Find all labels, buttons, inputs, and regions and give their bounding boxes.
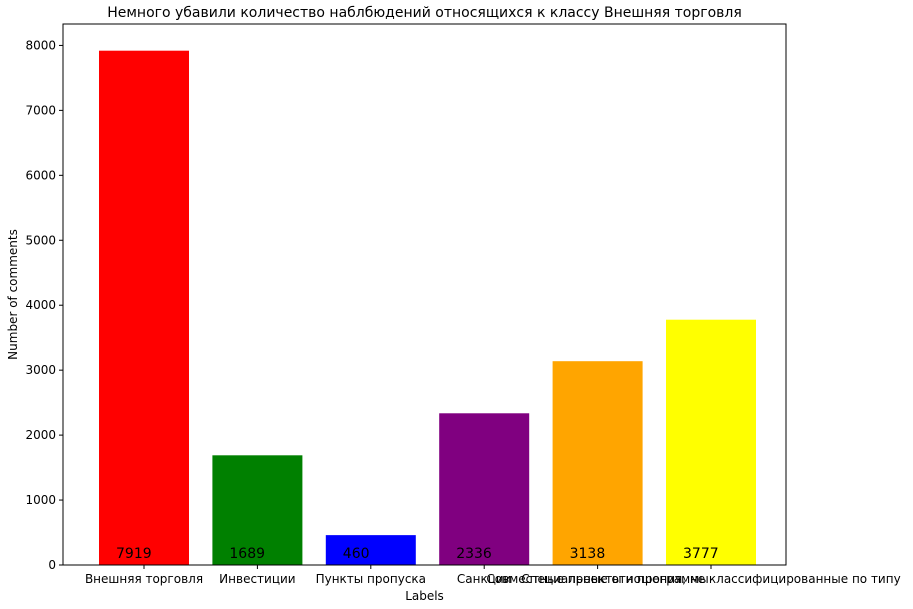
y-tick-label: 2000 — [25, 428, 56, 442]
bar — [325, 535, 416, 565]
bar-value-label: 460 — [343, 546, 370, 562]
bar-value-label: 1689 — [229, 546, 265, 562]
bar — [439, 413, 530, 565]
y-tick-label: 7000 — [25, 103, 56, 117]
x-tick-label: Специальные отношения, не классифицирова… — [521, 572, 900, 586]
y-tick-label: 5000 — [25, 233, 56, 247]
bar — [212, 455, 303, 565]
y-tick-label: 6000 — [25, 168, 56, 182]
x-tick-label: Совместные проекты и программы — [486, 572, 708, 586]
x-tick-label: Санкции — [457, 572, 512, 586]
y-tick-label: 1000 — [25, 493, 56, 507]
bar — [666, 319, 756, 565]
bar-value-label: 2336 — [456, 546, 492, 562]
bar-value-label: 7919 — [116, 546, 152, 562]
bar-value-label: 3777 — [683, 546, 719, 562]
plot-frame — [62, 23, 787, 566]
y-tick-label: 3000 — [25, 363, 56, 377]
y-axis-label: Number of comments — [6, 229, 20, 360]
x-tick-label: Инвестиции — [219, 572, 295, 586]
y-tick-label: 4000 — [25, 298, 56, 312]
y-axis-ticks: 0 1000 2000 3000 4000 5000 6000 7000 8000 — [25, 38, 63, 572]
bar-value-label: 3138 — [570, 546, 606, 562]
bar — [99, 50, 189, 565]
y-tick-label: 8000 — [25, 38, 56, 52]
x-axis-label: Labels — [405, 589, 444, 603]
y-tick-label: 0 — [48, 558, 56, 572]
x-tick-label: Внешняя торговля — [85, 572, 203, 586]
x-tick-label: Пункты пропуска — [316, 572, 426, 586]
x-axis-ticks: Внешняя торговля Инвестиции Пункты пропуск… — [85, 565, 901, 586]
bar-value-labels-group: 7919 1689 460 2336 3138 3777 — [116, 546, 719, 562]
chart-title: Немного убавили количество наблбюдений о… — [107, 5, 742, 21]
bar — [552, 361, 643, 565]
bars-group — [99, 50, 756, 565]
